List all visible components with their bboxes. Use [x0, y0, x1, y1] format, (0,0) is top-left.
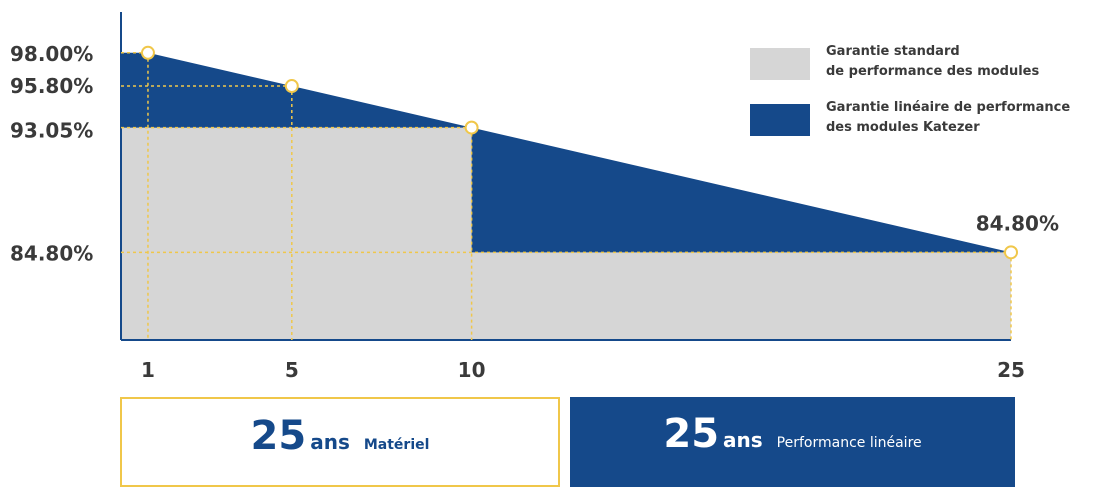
x-tick-label-5: 5: [285, 358, 299, 382]
x-tick-label-1: 1: [141, 358, 155, 382]
legend-item-standard: Garantie standard de performance des mod…: [750, 40, 1100, 92]
y-label-98.00%: 98.00%: [10, 42, 93, 66]
card-performance-text: Performance linéaire: [776, 435, 922, 451]
legend-swatch-standard: [750, 48, 810, 80]
card-performance: 25 ans Performance linéaire: [570, 397, 1015, 487]
card-material-text: Matériel: [363, 437, 430, 453]
x-tick-label-25: 25: [997, 358, 1025, 382]
y-label-93.05%: 93.05%: [10, 119, 93, 143]
marker-year-25: [1004, 245, 1018, 260]
legend-item-katezer: Garantie linéaire de performance des mod…: [750, 96, 1100, 148]
warranty-chart: 98.00% 95.80% 93.05% 84.80% 84.80% 1 5 10 25: [10, 12, 1059, 382]
y-label-84.80%: 84.80%: [10, 241, 93, 265]
end-value-label: 84.80%: [976, 211, 1059, 235]
legend-label-standard: Garantie standard de performance des mod…: [826, 44, 1040, 79]
area-standard: [121, 127, 1011, 340]
y-label-95.80%: 95.80%: [10, 74, 93, 98]
card-material-number: 25: [250, 413, 307, 459]
card-performance-number: 25: [663, 411, 720, 457]
legend-label-katezer: Garantie linéaire de performance des mod…: [826, 100, 1071, 135]
chart-legend: Garantie standard de performance des mod…: [750, 40, 1100, 152]
card-material: 25 ans Matériel: [120, 397, 560, 487]
card-material-unit: ans: [310, 430, 350, 454]
card-performance-unit: ans: [723, 428, 763, 452]
marker-year-1: [140, 45, 155, 60]
marker-year-10: [464, 120, 479, 135]
legend-swatch-katezer: [750, 104, 810, 136]
x-tick-label-10: 10: [458, 358, 486, 382]
marker-year-5: [284, 79, 299, 94]
